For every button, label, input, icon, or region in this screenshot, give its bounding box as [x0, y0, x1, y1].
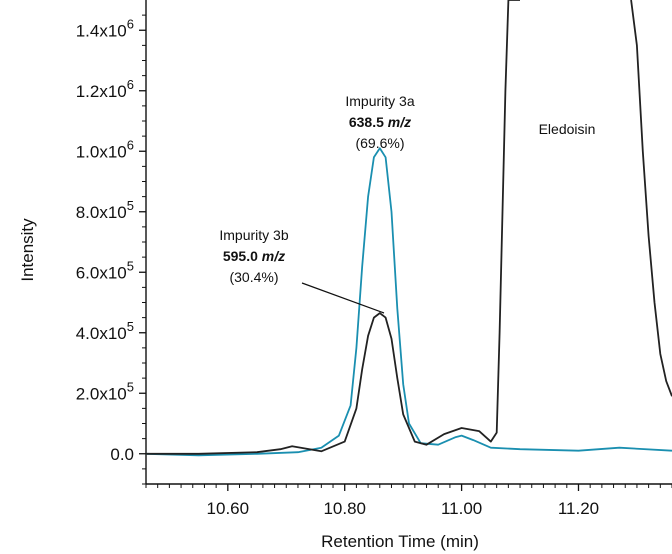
x-tick-label: 10.60 — [207, 499, 250, 518]
y-tick-label: 0.0 — [110, 445, 134, 464]
y-tick-label: 1.0x106 — [76, 137, 134, 161]
x-tick-label: 11.20 — [558, 499, 599, 518]
y-axis-title: Intensity — [18, 218, 37, 282]
y-tick-label: 4.0x105 — [76, 319, 134, 343]
annotation-impurity-3b: Impurity 3b 595.0 m/z (30.4%) — [219, 227, 385, 314]
y-ticks: 0.0 2.0x105 4.0x105 6.0x105 8.0x105 1.0x106 1.… — [76, 14, 146, 485]
annotation-impurity-3b-percent: (30.4%) — [229, 269, 278, 285]
annotation-impurity-3a: Impurity 3a 638.5 m/z (69.6%) — [345, 93, 414, 151]
series-line-2 — [630, 0, 672, 397]
annotation-impurity-3a-percent: (69.6%) — [355, 135, 404, 151]
y-tick-label: 1.4x106 — [76, 16, 134, 40]
x-ticks: 10.60 10.80 11.00 11.20 — [145, 484, 672, 518]
annotation-impurity-3a-name: Impurity 3a — [345, 93, 414, 109]
x-tick-label: 11.00 — [441, 499, 482, 518]
series-line-0 — [146, 147, 672, 457]
y-tick-label: 8.0x105 — [76, 198, 134, 222]
x-tick-label: 10.80 — [323, 499, 366, 518]
annotation-impurity-3b-pointer — [301, 282, 385, 314]
annotation-impurity-3b-mz: 595.0 m/z — [223, 248, 285, 264]
series-line-1 — [146, 0, 520, 455]
y-tick-label: 1.2x106 — [76, 77, 134, 101]
x-axis-title: Retention Time (min) — [321, 532, 479, 551]
y-tick-label: 2.0x105 — [76, 379, 134, 403]
y-tick-label: 6.0x105 — [76, 258, 134, 282]
annotation-eledoisin: Eledoisin — [539, 121, 596, 137]
annotation-impurity-3b-name: Impurity 3b — [219, 227, 288, 243]
series-layer — [146, 0, 672, 457]
annotation-impurity-3a-mz: 638.5 m/z — [349, 114, 411, 130]
